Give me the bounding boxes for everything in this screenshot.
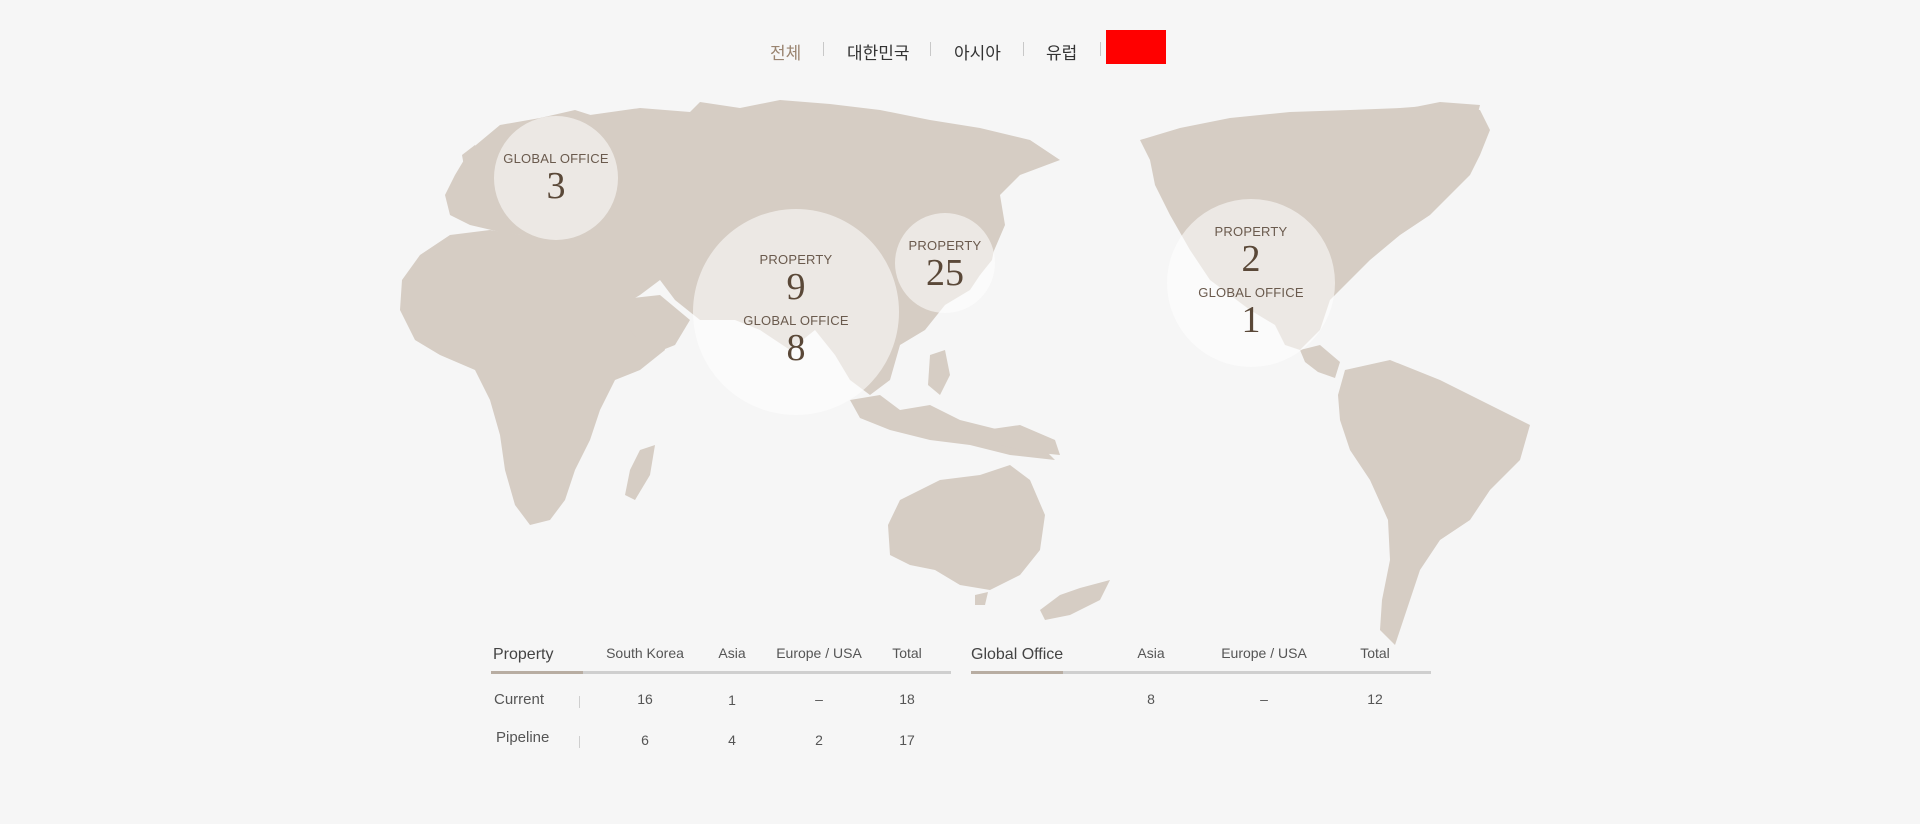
global-office-table: Global Office Asia Europe / USA Total 8 … xyxy=(971,645,1431,726)
region-tabs: 전체 대한민국 아시아 유럽 xyxy=(0,30,1920,64)
central-america xyxy=(1300,345,1340,378)
column-header: Asia xyxy=(1137,645,1165,661)
south-america xyxy=(1338,360,1530,645)
tab-divider xyxy=(930,42,931,56)
row-label-pipeline: Pipeline xyxy=(496,729,550,746)
table-cell: – xyxy=(1260,691,1268,707)
asia-label: PROPERTY 9 GLOBAL OFFICE 8 xyxy=(736,252,856,368)
korea-property-caption: PROPERTY xyxy=(908,238,982,253)
new-zealand xyxy=(1040,580,1110,620)
tab-asia[interactable]: 아시아 xyxy=(954,44,1001,64)
asia-bubble xyxy=(693,209,899,415)
row-divider xyxy=(579,736,580,748)
header-rule xyxy=(971,671,1431,674)
tab-europe[interactable]: 유럽 xyxy=(1046,44,1078,64)
usa-property-caption: PROPERTY xyxy=(1214,224,1288,239)
table-cell: 16 xyxy=(637,691,653,707)
header-rule xyxy=(491,671,951,674)
arabia xyxy=(615,295,690,355)
greenland xyxy=(1400,102,1480,140)
property-table: Property South Korea Asia Europe / USA T… xyxy=(491,645,951,756)
asia-property-caption: PROPERTY xyxy=(759,252,833,267)
table-cell: 17 xyxy=(899,732,915,748)
usa-bubble xyxy=(1167,199,1335,367)
table-cell: 12 xyxy=(1367,691,1383,707)
europe-office-count: 3 xyxy=(546,165,566,207)
table-cell: 6 xyxy=(641,732,649,748)
table-cell: 2 xyxy=(815,732,823,748)
column-header: Europe / USA xyxy=(776,645,862,661)
madagascar xyxy=(625,445,655,500)
usa-office-count: 1 xyxy=(1241,299,1261,341)
office-table-title: Global Office xyxy=(971,646,1064,663)
column-header: Asia xyxy=(718,645,746,661)
tasmania xyxy=(975,592,988,605)
europe-bubble xyxy=(494,116,618,240)
column-header: Total xyxy=(1360,645,1390,661)
usa-office-caption: GLOBAL OFFICE xyxy=(1198,285,1304,300)
header-rule-accent xyxy=(971,671,1063,674)
column-header: Total xyxy=(892,645,922,661)
australia xyxy=(888,465,1045,590)
column-header: Europe / USA xyxy=(1221,645,1307,661)
header-rule-accent xyxy=(491,671,583,674)
philippines xyxy=(928,350,950,395)
korea-property-count: 25 xyxy=(926,252,964,294)
asia-office-count: 8 xyxy=(786,327,806,369)
new-guinea xyxy=(985,425,1060,455)
asia-property-count: 9 xyxy=(786,266,806,308)
usa-label: PROPERTY 2 GLOBAL OFFICE 1 xyxy=(1191,224,1311,340)
tab-korea[interactable]: 대한민국 xyxy=(847,44,910,64)
asia-office-caption: GLOBAL OFFICE xyxy=(743,313,849,328)
europe-label: GLOBAL OFFICE 3 xyxy=(496,151,616,206)
usa-property-count: 2 xyxy=(1241,238,1261,280)
table-cell: – xyxy=(815,691,823,707)
column-header: South Korea xyxy=(606,645,684,661)
table-cell: 8 xyxy=(1147,691,1155,707)
tab-all[interactable]: 전체 xyxy=(770,44,802,64)
table-cell: 4 xyxy=(728,732,736,748)
table-cell: 18 xyxy=(899,691,915,707)
korea-label: PROPERTY 25 xyxy=(885,238,1005,293)
tab-divider xyxy=(1100,42,1101,56)
row-label-current: Current xyxy=(494,691,545,708)
tab-extra-button[interactable] xyxy=(1106,30,1166,64)
table-cell: 1 xyxy=(728,692,736,708)
uk xyxy=(462,145,482,175)
property-table-title: Property xyxy=(493,646,554,663)
row-divider xyxy=(579,696,580,708)
tab-divider xyxy=(1023,42,1024,56)
tab-divider xyxy=(823,42,824,56)
europe-office-caption: GLOBAL OFFICE xyxy=(503,151,609,166)
africa xyxy=(400,230,665,525)
korea-bubble xyxy=(895,213,995,313)
